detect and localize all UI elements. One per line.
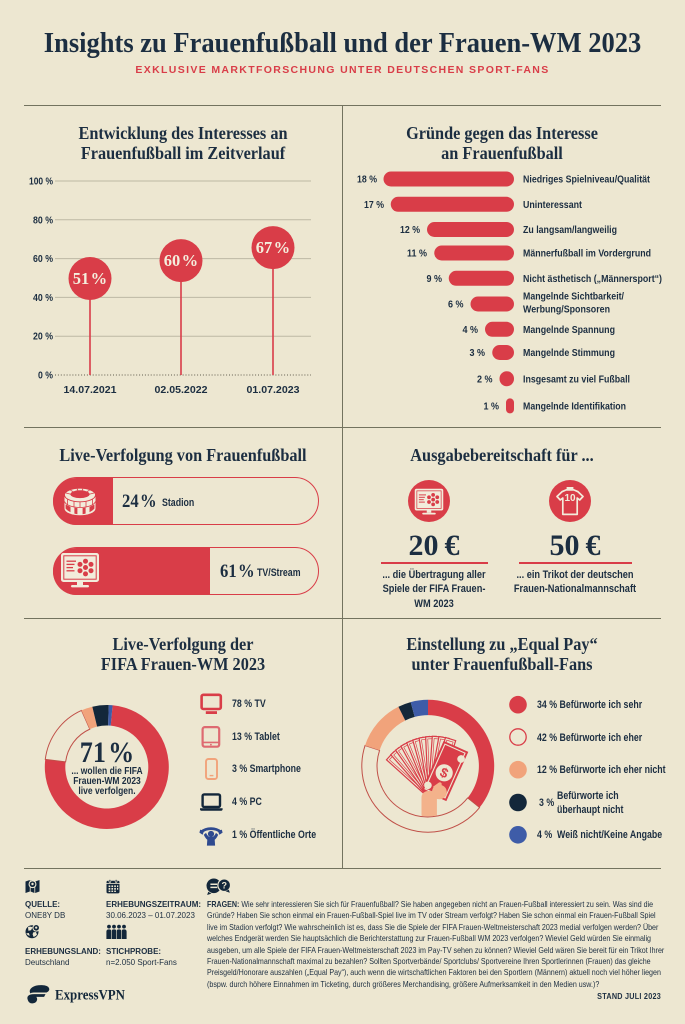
- svg-text:Insgesamt zu viel Fußball: Insgesamt zu viel Fußball: [523, 373, 630, 385]
- svg-text:01.07.2023: 01.07.2023: [247, 384, 300, 396]
- svg-text:?: ?: [221, 880, 227, 890]
- svg-text:3 %: 3 %: [470, 347, 486, 359]
- svg-text:4 %: 4 %: [463, 324, 479, 336]
- svg-text:12 %: 12 %: [400, 224, 421, 236]
- svg-text:2 %: 2 %: [477, 373, 493, 385]
- svg-text:11 %: 11 %: [407, 248, 428, 260]
- svg-text:100 %: 100 %: [29, 176, 54, 188]
- svg-text:40 %: 40 %: [33, 292, 54, 304]
- svg-text:67 %: 67 %: [256, 238, 290, 257]
- svg-text:02.05.2022: 02.05.2022: [155, 384, 208, 396]
- svg-text:10: 10: [564, 493, 576, 504]
- svg-text:Werbung/Sponsoren: Werbung/Sponsoren: [523, 304, 610, 316]
- svg-text:Mangelnde Identifikation: Mangelnde Identifikation: [523, 401, 626, 413]
- svg-text:60 %: 60 %: [164, 251, 198, 270]
- svg-text:60 %: 60 %: [33, 253, 54, 265]
- svg-text:51 %: 51 %: [73, 269, 107, 288]
- svg-text:Mangelnde Stimmung: Mangelnde Stimmung: [523, 347, 615, 359]
- svg-text:Zu langsam/langweilig: Zu langsam/langweilig: [523, 224, 617, 236]
- svg-text:14.07.2021: 14.07.2021: [64, 384, 117, 396]
- svg-text:0 %: 0 %: [38, 370, 54, 382]
- svg-text:6 %: 6 %: [448, 299, 464, 311]
- svg-text:18 %: 18 %: [357, 174, 378, 186]
- svg-text:9 %: 9 %: [427, 273, 443, 285]
- svg-text:17 %: 17 %: [364, 199, 385, 211]
- svg-text:80 %: 80 %: [33, 214, 54, 226]
- svg-text:Niedriges Spielniveau/Qualität: Niedriges Spielniveau/Qualität: [523, 174, 650, 186]
- svg-text:Männerfußball im Vordergrund: Männerfußball im Vordergrund: [523, 248, 651, 260]
- svg-text:Mangelnde Spannung: Mangelnde Spannung: [523, 324, 615, 336]
- svg-text:20 %: 20 %: [33, 331, 54, 343]
- svg-text:Uninteressant: Uninteressant: [523, 199, 582, 211]
- svg-text:Nicht ästhetisch („Männersport: Nicht ästhetisch („Männersport“): [523, 273, 662, 285]
- svg-text:1 %: 1 %: [484, 401, 500, 413]
- svg-text:ExpressVPN: ExpressVPN: [55, 987, 125, 1003]
- svg-text:Mangelnde Sichtbarkeit/: Mangelnde Sichtbarkeit/: [523, 291, 624, 303]
